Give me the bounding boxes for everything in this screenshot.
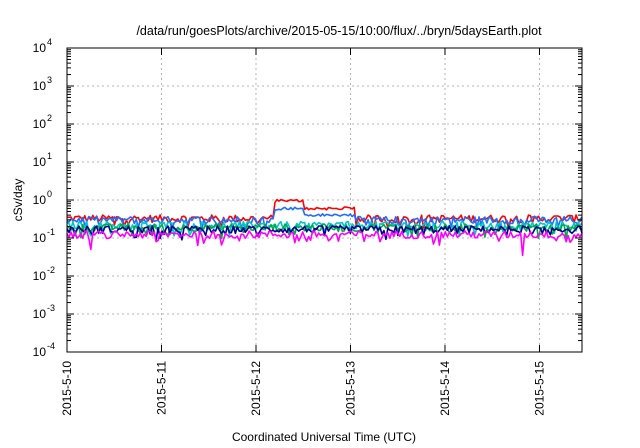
y-tick-label-base: 10 xyxy=(33,345,47,359)
y-tick-label-base: 10 xyxy=(33,269,47,283)
x-tick-label: 2015-5-10 xyxy=(60,361,74,416)
y-tick-label-base: 10 xyxy=(33,231,47,245)
y-tick-label-exponent: 1 xyxy=(47,151,52,161)
y-tick-label-exponent: -1 xyxy=(47,227,55,237)
y-tick-label-base: 10 xyxy=(33,155,47,169)
y-tick-label: 10 xyxy=(33,269,47,283)
y-tick-label: 10 xyxy=(33,193,47,207)
chart-title: /data/run/goesPlots/archive/2015-05-15/1… xyxy=(136,24,542,38)
y-tick-label-base: 10 xyxy=(33,41,47,55)
y-tick-label: 10 xyxy=(33,307,47,321)
y-tick-label-exponent: 4 xyxy=(47,37,52,47)
y-tick-label-exponent: -3 xyxy=(47,303,55,313)
grid-lines xyxy=(67,48,582,352)
y-tick-label-exponent: -2 xyxy=(47,265,55,275)
x-axis-ticks: 2015-5-10 2015-5-11 2015-5-12 2015-5-13 2015… xyxy=(60,48,546,416)
y-tick-label-base: 10 xyxy=(33,193,47,207)
x-tick-label: 2015-5-15 xyxy=(532,361,546,416)
y-tick-label: 10 xyxy=(33,41,47,55)
x-tick-label: 2015-5-11 xyxy=(154,361,168,415)
series-line xyxy=(66,198,583,230)
x-tick-label: 2015-5-12 xyxy=(249,361,263,416)
y-tick-label: 10 xyxy=(33,79,47,93)
y-tick-label: 10 xyxy=(33,117,47,131)
x-tick-label: 2015-5-13 xyxy=(343,361,357,416)
y-tick-label-base: 10 xyxy=(33,117,47,131)
y-tick-label-exponent: 0 xyxy=(47,189,52,199)
x-tick-label: 2015-5-14 xyxy=(438,361,452,416)
series-line xyxy=(66,230,583,257)
series-line xyxy=(66,223,583,240)
y-tick-label: 10 xyxy=(33,345,47,359)
y-tick-label-exponent: 2 xyxy=(47,113,52,123)
plot-frame xyxy=(66,47,583,353)
y-tick-label-base: 10 xyxy=(33,307,47,321)
y-tick-label-exponent: -4 xyxy=(47,341,55,351)
y-tick-label-base: 10 xyxy=(33,79,47,93)
series-line xyxy=(66,206,583,232)
y-axis-label: cSv/day xyxy=(11,179,25,222)
x-axis-label: Coordinated Universal Time (UTC) xyxy=(232,430,416,444)
y-tick-label: 10 xyxy=(33,231,47,245)
y-tick-label-exponent: 3 xyxy=(47,75,52,85)
y-tick-label: 10 xyxy=(33,155,47,169)
series-group xyxy=(66,198,583,257)
